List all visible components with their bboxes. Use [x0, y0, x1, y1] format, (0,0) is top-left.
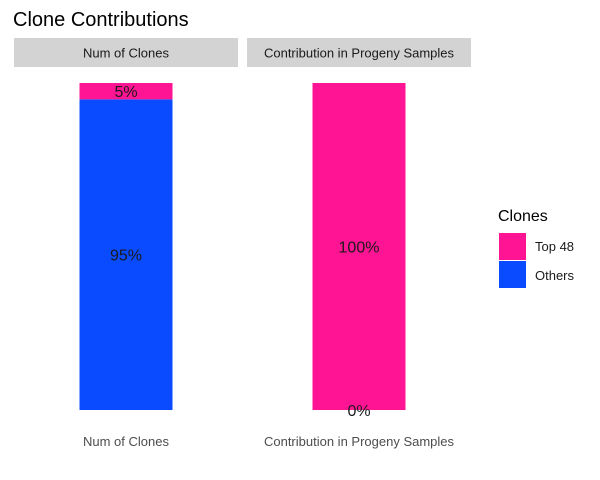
facet-strip-num-of-clones: [14, 38, 238, 67]
facet-contribution-in-progeny-samples: Contribution in Progeny Samples: [247, 38, 471, 67]
facet-num-of-clones: Num of Clones: [14, 38, 238, 67]
legend-label-others: Others: [535, 268, 575, 283]
data-label-top-48-num-of-clones: 5%: [114, 84, 137, 101]
bar-top-48-contribution-in-progeny-samples: [312, 83, 406, 410]
bar-top-48-num-of-clones: [79, 83, 173, 100]
legend-label-top-48: Top 48: [535, 239, 574, 254]
segment-labels: 95% 5% 0% 100%: [110, 84, 379, 420]
bar-others-num-of-clones: [79, 99, 173, 410]
x-tick-label-num-of-clones: Num of Clones: [83, 434, 169, 449]
data-label-others-contribution-in-progeny-samples: 0%: [347, 403, 370, 420]
bars: [79, 83, 406, 410]
legend-key-top-48: [499, 233, 526, 260]
facet-strip-label-num-of-clones: Num of Clones: [83, 46, 169, 61]
data-label-others-num-of-clones: 95%: [110, 248, 142, 265]
legend: Clones Top 48 Others: [498, 208, 575, 288]
facet-strip-label-contribution-in-progeny-samples: Contribution in Progeny Samples: [264, 46, 455, 61]
x-tick-label-contribution-in-progeny-samples: Contribution in Progeny Samples: [264, 434, 455, 449]
data-label-top-48-contribution-in-progeny-samples: 100%: [339, 240, 380, 257]
facet-strip-contribution-in-progeny-samples: [247, 38, 471, 67]
legend-key-others: [499, 261, 526, 288]
legend-title: Clones: [498, 208, 548, 225]
chart-title: Clone Contributions: [13, 9, 189, 31]
